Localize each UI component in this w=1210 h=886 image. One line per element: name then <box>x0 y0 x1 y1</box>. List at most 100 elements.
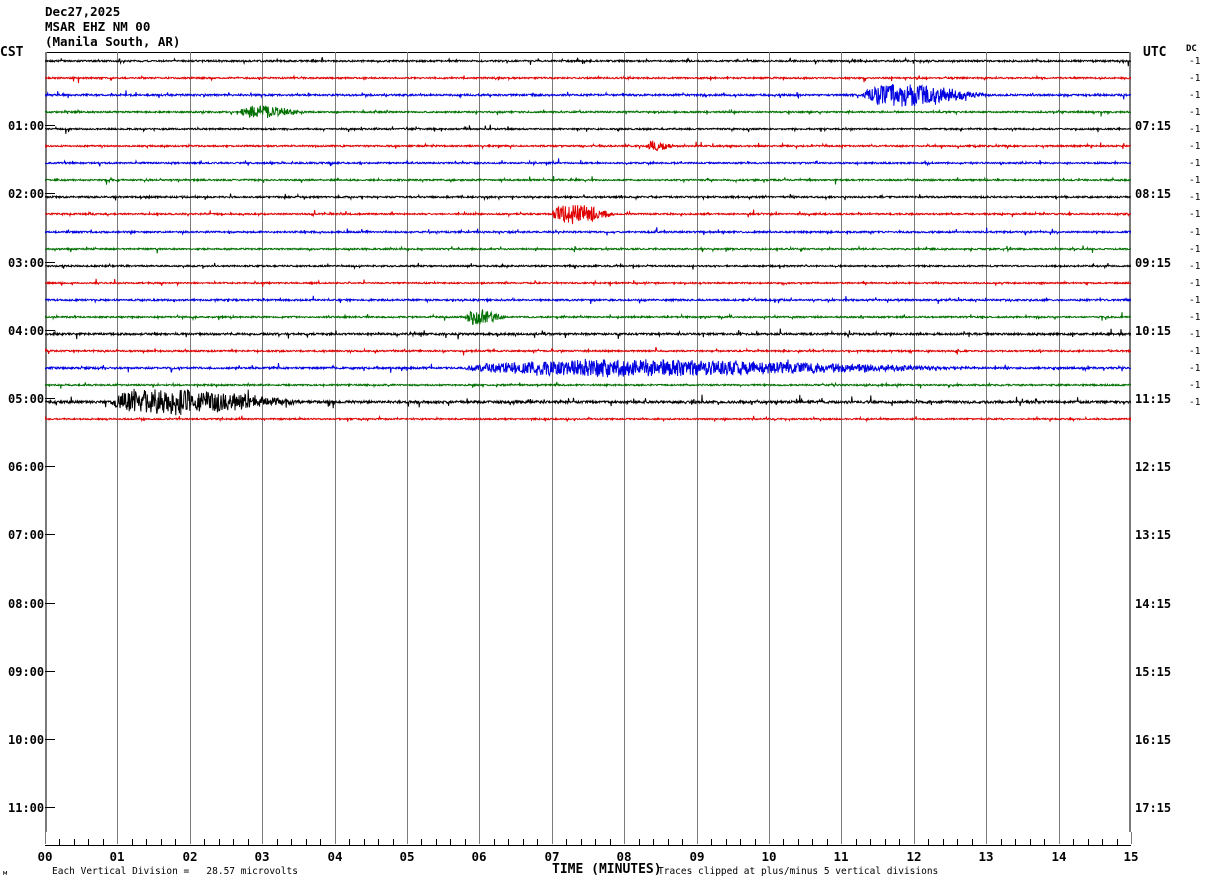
grid-line-minute-7 <box>552 52 553 832</box>
x-tick-label-11: 11 <box>833 849 849 864</box>
minor-tick <box>306 839 307 846</box>
minor-tick <box>508 839 509 846</box>
right-time-label-1015: 10:15 <box>1135 323 1172 338</box>
right-time-label-1315: 13:15 <box>1135 528 1172 543</box>
grid-line-minute-12 <box>914 52 915 832</box>
trace-line-20 <box>45 385 1131 419</box>
x-tick-label-12: 12 <box>906 849 922 864</box>
dc-value-1: -1 <box>1189 73 1201 85</box>
trace-line-0 <box>45 44 1131 78</box>
minor-tick <box>668 839 669 846</box>
chart-header: Dec27,2025 MSAR EHZ NM 00 (Manila South,… <box>45 4 180 49</box>
dc-value-5: -1 <box>1189 141 1201 153</box>
scale-note: Each Vertical Division = 28.57 microvolt… <box>52 866 298 877</box>
left-time-label-0900: 09:00 <box>8 664 45 679</box>
major-tick-8 <box>624 832 625 844</box>
major-tick-1 <box>117 832 118 844</box>
minor-tick <box>349 839 350 846</box>
minor-tick <box>421 839 422 846</box>
left-hour-tick <box>45 125 55 127</box>
minor-tick <box>494 839 495 846</box>
x-tick-label-02: 02 <box>182 849 198 864</box>
trace-line-15 <box>45 300 1131 334</box>
x-tick-label-08: 08 <box>616 849 632 864</box>
left-axis-label: CST <box>0 45 24 60</box>
minor-tick <box>219 839 220 846</box>
trace-line-3 <box>45 95 1131 129</box>
major-tick-4 <box>335 832 336 844</box>
dc-value-13: -1 <box>1189 277 1201 289</box>
major-tick-2 <box>190 832 191 844</box>
dc-value-17: -1 <box>1189 345 1201 357</box>
x-tick-label-00: 00 <box>37 849 53 864</box>
major-tick-6 <box>479 832 480 844</box>
left-hour-tick <box>45 602 55 604</box>
grid-line-minute-6 <box>479 52 480 832</box>
minor-tick <box>320 839 321 846</box>
grid-line-minute-1 <box>117 52 118 832</box>
left-time-label-0200: 02:00 <box>8 187 45 202</box>
left-hour-tick <box>45 261 55 263</box>
left-hour-tick <box>45 807 55 809</box>
dc-value-8: -1 <box>1189 192 1201 204</box>
grid-line-minute-8 <box>624 52 625 832</box>
minor-tick <box>639 839 640 846</box>
major-tick-14 <box>1059 832 1060 844</box>
right-time-label-1115: 11:15 <box>1135 391 1172 406</box>
minor-tick <box>798 839 799 846</box>
right-time-label-1415: 14:15 <box>1135 596 1172 611</box>
minor-tick <box>1102 839 1103 846</box>
minor-tick <box>957 839 958 846</box>
trace-line-10 <box>45 215 1131 249</box>
minor-tick <box>885 839 886 846</box>
trace-line-2 <box>45 78 1131 112</box>
right-time-label-0815: 08:15 <box>1135 187 1172 202</box>
minor-tick <box>204 839 205 846</box>
minor-tick <box>827 839 828 846</box>
left-time-label-0400: 04:00 <box>8 323 45 338</box>
dc-value-20: -1 <box>1189 397 1201 408</box>
minor-tick <box>465 839 466 846</box>
minor-tick <box>1044 839 1045 846</box>
left-time-label-0100: 01:00 <box>8 119 45 134</box>
trace-line-16 <box>45 317 1131 351</box>
left-hour-tick <box>45 466 55 468</box>
major-tick-10 <box>769 832 770 844</box>
header-station: MSAR EHZ NM 00 <box>45 19 151 34</box>
minor-tick <box>972 839 973 846</box>
dc-value-10: -1 <box>1189 226 1201 238</box>
left-time-label-1000: 10:00 <box>8 732 45 747</box>
minor-tick <box>856 839 857 846</box>
left-hour-tick <box>45 193 55 195</box>
major-tick-11 <box>841 832 842 844</box>
trace-line-9 <box>45 197 1131 231</box>
dc-value-12: -1 <box>1189 260 1201 272</box>
helicorder-plot[interactable] <box>45 52 1131 832</box>
dc-value-2: -1 <box>1189 90 1201 102</box>
minor-tick <box>537 839 538 846</box>
left-time-label-0500: 05:00 <box>8 391 45 406</box>
trace-line-19 <box>45 368 1131 402</box>
dc-value-0: -1 <box>1189 56 1201 67</box>
right-axis-label: UTC <box>1143 45 1167 60</box>
grid-line-minute-13 <box>986 52 987 832</box>
grid-line-minute-11 <box>841 52 842 832</box>
left-hour-tick <box>45 738 55 740</box>
x-tick-label-01: 01 <box>109 849 125 864</box>
minor-tick <box>132 839 133 846</box>
clip-note: Traces clipped at plus/minus 5 vertical … <box>658 866 939 877</box>
major-tick-0 <box>45 832 46 844</box>
major-tick-13 <box>986 832 987 844</box>
minor-tick <box>870 839 871 846</box>
x-tick-label-04: 04 <box>327 849 343 864</box>
minor-tick <box>233 839 234 846</box>
minor-tick <box>1088 839 1089 846</box>
left-time-label-0300: 03:00 <box>8 255 45 270</box>
major-tick-3 <box>262 832 263 844</box>
header-date: Dec27,2025 <box>45 4 121 19</box>
minor-tick <box>1073 839 1074 846</box>
x-tick-label-03: 03 <box>254 849 270 864</box>
trace-line-14 <box>45 283 1131 317</box>
plot-top-border <box>45 52 1131 53</box>
minor-tick <box>436 839 437 846</box>
